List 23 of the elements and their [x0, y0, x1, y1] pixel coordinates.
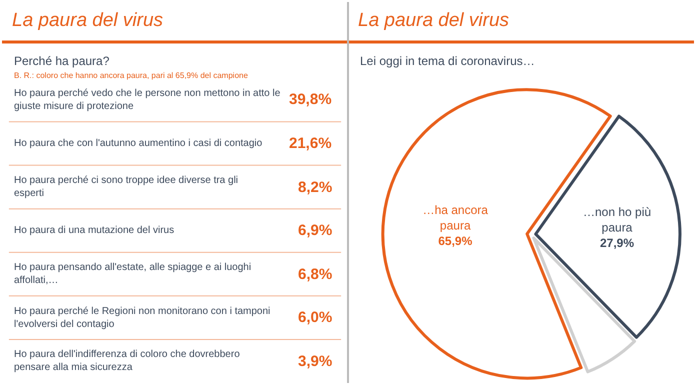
- chart-title: La paura del virus: [358, 10, 510, 31]
- text: 21,6%: [289, 135, 332, 152]
- text: 6,9%: [298, 222, 332, 239]
- text: La paura del virus: [12, 10, 164, 31]
- category-label: Ho paura perché le Regioni non monitorano con i tamponi l'evolversi del contagio: [14, 306, 270, 330]
- text: 3,9%: [298, 353, 332, 370]
- category-label: Ho paura dell'indifferenza di coloro che dovrebbero pensare alla mia sicurezza: [14, 349, 240, 373]
- text: 8,2%: [298, 179, 332, 196]
- text: 6,0%: [298, 309, 332, 326]
- category-label: Ho paura pensando all'estate, alle spiagge e ai luoghi affollati,…: [14, 262, 252, 286]
- category-label: Ho paura di una mutazione del virus: [14, 225, 174, 236]
- category-label: Ho paura perché vedo che le persone non mettono in atto le giuste misure di protezione: [14, 88, 281, 112]
- chart-subtitle: Lei oggi in tema di coronavirus…: [360, 54, 535, 68]
- data-label: 65,9%: [438, 234, 473, 248]
- category-label: Ho paura che con l'autunno aumentino i casi di contagio: [14, 138, 263, 149]
- text: 6,8%: [298, 266, 332, 283]
- data-label: 27,9%: [600, 236, 634, 250]
- text: 39,8%: [289, 91, 332, 108]
- slice-label: …ha ancora paura: [422, 202, 488, 233]
- category-label: Ho paura perché ci sono troppe idee diverse tra gli esperti: [14, 175, 238, 199]
- text: Perché ha paura?: [14, 54, 110, 68]
- slice-label: …non ho più paura: [582, 205, 652, 235]
- text: B. R.: coloro che hanno ancora paura, pari al 65,9% del campione: [14, 71, 248, 80]
